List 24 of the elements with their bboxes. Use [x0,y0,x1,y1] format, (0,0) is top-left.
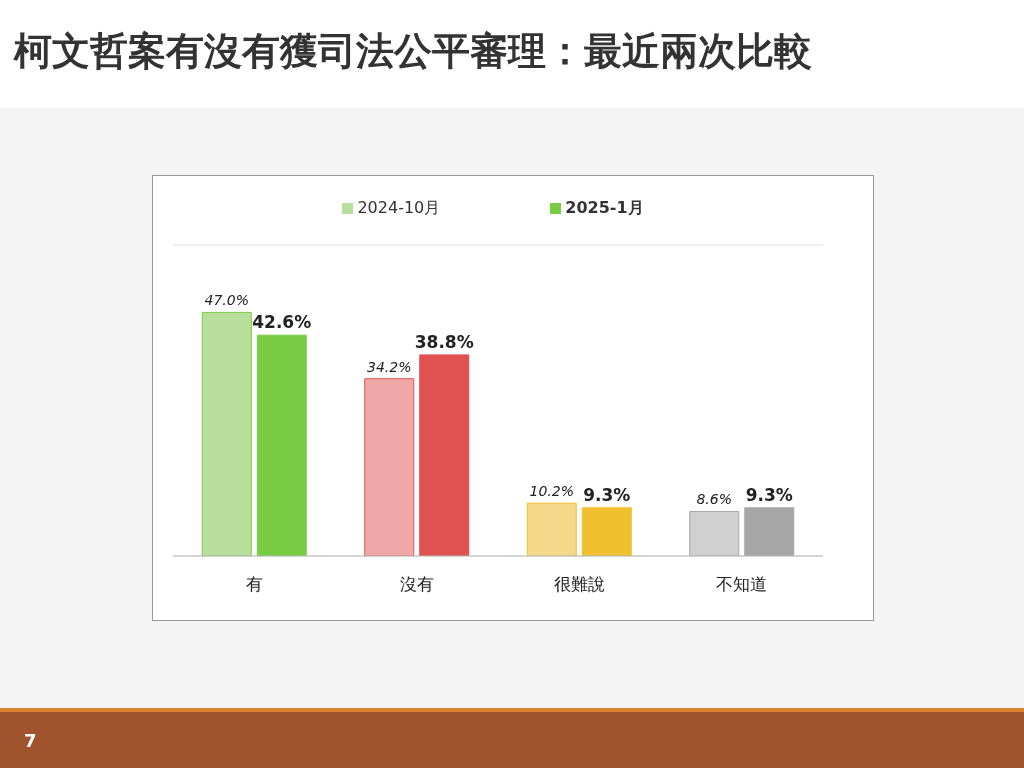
data-label: 47.0% [204,292,249,309]
x-tick-label: 很難說 [553,574,605,595]
legend-label: 2024-10月 [356,198,441,219]
data-label: 9.3% [745,484,793,505]
text: 7 [24,730,37,751]
data-label: 10.2% [529,483,574,500]
bar [364,378,415,556]
bar [689,510,740,556]
bar [419,354,470,556]
legend-label: 2025-1月 [564,198,644,219]
bar [256,334,307,556]
x-tick-label: 有 [245,574,263,595]
x-tick-label: 沒有 [399,574,434,595]
data-label: 38.8% [414,331,474,352]
data-label: 34.2% [367,358,412,375]
bar [581,507,632,556]
x-tick-label: 不知道 [716,574,768,595]
data-label: 9.3% [583,484,631,505]
bar [744,507,795,556]
data-label: 42.6% [252,312,312,333]
bar [526,502,577,556]
bar [201,311,252,556]
chart-title: 柯文哲案有沒有獲司法公平審理：最近兩次比較 [14,28,812,75]
data-label: 8.6% [696,491,733,508]
